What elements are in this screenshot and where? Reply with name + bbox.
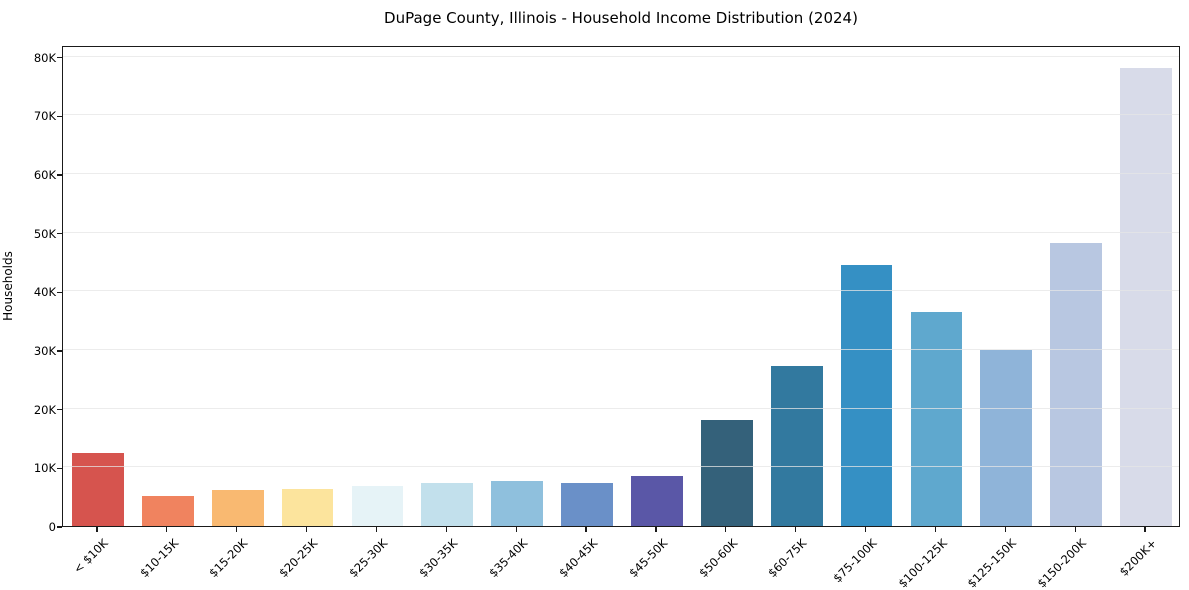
x-tick-label-$10-15K: $10-15K [136,536,181,581]
chart-title: DuPage County, Illinois - Household Inco… [384,9,858,27]
gridline-20000 [63,407,1179,409]
gridline-60000 [63,173,1179,175]
x-tick-label-< $10K: < $10K [70,536,111,577]
gridline-80000 [63,55,1179,57]
bar-$150-200K [1050,242,1103,526]
x-tick-label-$100-125K: $100-125K [894,536,950,590]
x-tick-mark-$40-45K [585,527,587,532]
x-tick-mark-$45-50K [655,527,657,532]
y-tick-label-40K: 40K [33,285,56,300]
y-tick-mark-40K [57,291,62,293]
y-tick-label-60K: 60K [33,168,56,183]
bar-$20-25K [281,489,334,526]
x-tick-mark-$200K+ [1144,527,1146,532]
x-tick-label-$45-50K: $45-50K [625,536,670,581]
x-tick-mark-$100-125K [934,527,937,532]
y-tick-mark-20K [57,409,62,411]
plot-area [62,46,1180,527]
bar-$125-150K [980,350,1033,526]
x-tick-label-$50-60K: $50-60K [695,536,740,581]
x-tick-label-$40-45K: $40-45K [555,536,600,581]
x-tick-label-$200K+: $200K+ [1116,536,1159,579]
x-tick-mark-$10-15K [166,527,168,532]
gridline-50000 [63,231,1179,233]
x-tick-mark-$50-60K [725,527,727,532]
bar-$200K+ [1120,67,1172,526]
bar-$30-35K [421,483,474,526]
bar-$100-125K [910,311,963,526]
x-tick-mark-$35-40K [515,527,517,532]
x-tick-mark-$150-200K [1074,527,1076,532]
x-tick-mark-$15-20K [236,527,238,532]
y-tick-label-20K: 20K [33,402,56,417]
x-tick-label-$30-35K: $30-35K [416,536,461,581]
y-tick-mark-50K [57,233,62,235]
x-tick-mark-$60-75K [795,527,797,532]
bar-$60-75K [770,366,823,526]
x-tick-mark-$30-35K [445,527,447,532]
y-tick-label-70K: 70K [33,109,56,124]
y-tick-mark-60K [57,174,62,176]
x-tick-label-$150-200K: $150-200K [1034,536,1090,590]
x-tick-label-$125-150K: $125-150K [964,536,1020,590]
y-tick-mark-10K [57,467,62,469]
bar-$50-60K [700,420,753,526]
y-tick-label-50K: 50K [33,226,56,241]
gridline-40000 [63,290,1179,292]
gridline-10000 [63,466,1179,468]
y-tick-mark-0 [57,526,62,528]
y-tick-mark-80K [57,57,62,59]
x-tick-label-$75-100K: $75-100K [830,536,880,586]
x-tick-label-$35-40K: $35-40K [486,536,531,581]
x-tick-label-$20-25K: $20-25K [276,536,321,581]
y-tick-label-80K: 80K [33,50,56,65]
x-tick-mark-$20-25K [305,527,308,532]
y-tick-label-10K: 10K [33,461,56,476]
gridline-30000 [63,349,1179,351]
x-tick-mark-< $10K [96,527,98,532]
y-tick-label-30K: 30K [33,344,56,359]
bar-$15-20K [211,489,264,526]
x-tick-label-$60-75K: $60-75K [765,536,810,581]
gridline-70000 [63,114,1179,116]
x-tick-mark-$75-100K [864,527,867,532]
bar-$25-30K [351,486,404,526]
bar-$40-45K [561,482,613,526]
x-tick-mark-$25-30K [375,527,378,532]
x-tick-label-$25-30K: $25-30K [346,536,391,581]
bar-$10-15K [141,496,194,526]
y-tick-mark-70K [57,115,62,117]
y-tick-label-0: 0 [48,520,56,534]
bar-< $10K [72,452,124,526]
bar-$45-50K [631,475,683,526]
bar-$75-100K [840,264,893,526]
bar-$35-40K [491,481,544,526]
y-tick-mark-30K [57,350,62,352]
x-tick-mark-$125-150K [1004,527,1006,532]
x-tick-label-$15-20K: $15-20K [206,536,251,581]
